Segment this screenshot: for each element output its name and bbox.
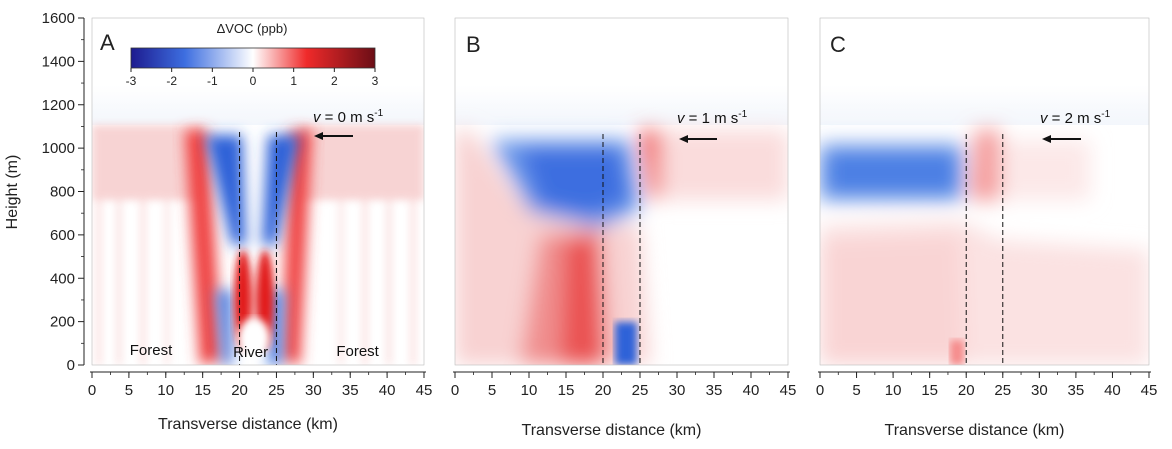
x-tick-label: 40 <box>743 382 760 399</box>
y-tick-label: 200 <box>50 314 75 331</box>
y-tick-label: 0 <box>67 357 75 374</box>
colorbar-label: ΔVOC (ppb) <box>217 21 288 36</box>
x-tick-label: 30 <box>1031 382 1048 399</box>
y-tick-label: 800 <box>50 184 75 201</box>
wind-arrow-head <box>1042 135 1051 143</box>
panel-a-forest-stripes <box>92 125 424 365</box>
panel-a-red-shell <box>185 130 312 365</box>
panel-b-upper-blue-haze <box>455 85 788 125</box>
x-tick-label: 5 <box>852 382 860 399</box>
x-tick-label: 0 <box>88 382 96 399</box>
x-tick-label: 15 <box>194 382 211 399</box>
panel-a <box>92 18 424 365</box>
plot-frame <box>454 17 789 366</box>
x-tick-label: 35 <box>706 382 723 399</box>
region-label: Forest <box>130 342 173 359</box>
colorbar-tick-label: 0 <box>250 74 257 88</box>
x-tick-label: 40 <box>1104 382 1121 399</box>
x-tick-label: 15 <box>921 382 938 399</box>
x-tick-label: 40 <box>379 382 396 399</box>
colorbar-gradient <box>130 47 376 69</box>
x-tick-label: 5 <box>488 382 496 399</box>
x-tick-label: 35 <box>1068 382 1085 399</box>
colorbar-tick-label: -2 <box>166 74 177 88</box>
colorbar-tick-label: -1 <box>207 74 218 88</box>
panel-c-upper-blue-haze <box>820 85 1149 125</box>
panel-letter: A <box>100 30 115 55</box>
x-tick-label: 25 <box>994 382 1011 399</box>
x-tick-label: 25 <box>268 382 285 399</box>
y-tick-label: 1600 <box>42 10 75 27</box>
wind-symbol: v <box>313 109 322 126</box>
x-axis-title: Transverse distance (km) <box>158 416 338 433</box>
panel-letter: C <box>830 32 846 57</box>
y-tick-label: 1200 <box>42 97 75 114</box>
x-tick-label: 0 <box>816 382 824 399</box>
y-tick-label: 1000 <box>42 140 75 157</box>
wind-symbol: v <box>1040 110 1049 127</box>
y-axis: 0 200 400 600 800 1000 1200 1400 1600 Height (m) <box>4 10 85 374</box>
panel-c <box>820 18 1149 365</box>
panel-letter: B <box>466 32 481 57</box>
x-tick-label: 0 <box>451 382 459 399</box>
plot-frame <box>91 17 425 366</box>
x-tick-label: 10 <box>521 382 538 399</box>
panel-b <box>455 18 788 365</box>
colorbar-tick-label: 3 <box>372 74 379 88</box>
panel-c-axes: 0 5 10 15 20 25 30 35 40 45 Transverse distance (k… <box>816 17 1158 439</box>
y-tick-label: 1400 <box>42 53 75 70</box>
wind-value: = 1 m s <box>685 110 739 127</box>
x-tick-label: 15 <box>558 382 575 399</box>
panel-b-surface-blue-column <box>615 322 637 365</box>
x-tick-label: 20 <box>231 382 248 399</box>
panel-a-upper-blue-haze <box>92 85 424 125</box>
wind-value: = 2 m s <box>1048 110 1102 127</box>
panel-a-river-gap <box>238 318 270 358</box>
panel-c-surface-red-patch <box>950 340 964 365</box>
wind-unit-exponent: -1 <box>738 109 747 120</box>
colorbar: ΔVOC (ppb) -3 -2 -1 0 1 2 3 <box>126 21 379 88</box>
panel-c-field <box>820 130 1149 365</box>
x-axis-title: Transverse distance (km) <box>522 422 702 439</box>
x-tick-label: 10 <box>885 382 902 399</box>
wind-unit-exponent: -1 <box>374 108 383 119</box>
wind-arrow-head <box>679 135 688 143</box>
x-tick-label: 35 <box>342 382 359 399</box>
region-label: River <box>233 344 268 361</box>
x-tick-label: 30 <box>669 382 686 399</box>
colorbar-ticks: -3 -2 -1 0 1 2 3 <box>126 68 379 88</box>
wind-arrow-head <box>314 132 323 140</box>
x-tick-label: 20 <box>958 382 975 399</box>
wind-speed-label: v = 0 m s-1 <box>313 108 384 126</box>
x-tick-label: 20 <box>595 382 612 399</box>
x-tick-label: 30 <box>305 382 322 399</box>
colorbar-tick-label: -3 <box>126 74 137 88</box>
y-tick-label: 400 <box>50 270 75 287</box>
wind-speed-label: v = 2 m s-1 <box>1040 109 1111 127</box>
x-tick-label: 25 <box>632 382 649 399</box>
wind-value: = 0 m s <box>321 109 375 126</box>
colorbar-tick-label: 2 <box>331 74 338 88</box>
x-tick-label: 45 <box>416 382 433 399</box>
wind-symbol: v <box>677 110 686 127</box>
x-tick-label: 45 <box>780 382 797 399</box>
panel-b-axes: 0 5 10 15 20 25 30 35 40 45 Transverse distance (k… <box>451 17 797 439</box>
x-tick-label: 10 <box>157 382 174 399</box>
wind-speed-label: v = 1 m s-1 <box>677 109 748 127</box>
x-tick-label: 45 <box>1141 382 1158 399</box>
region-label: Forest <box>336 343 379 360</box>
y-tick-label: 600 <box>50 227 75 244</box>
x-tick-label: 5 <box>125 382 133 399</box>
plot-frame <box>819 17 1150 366</box>
wind-unit-exponent: -1 <box>1101 109 1110 120</box>
colorbar-tick-label: 1 <box>290 74 297 88</box>
x-axis-title: Transverse distance (km) <box>885 422 1065 439</box>
y-axis-title: Height (m) <box>4 155 21 230</box>
